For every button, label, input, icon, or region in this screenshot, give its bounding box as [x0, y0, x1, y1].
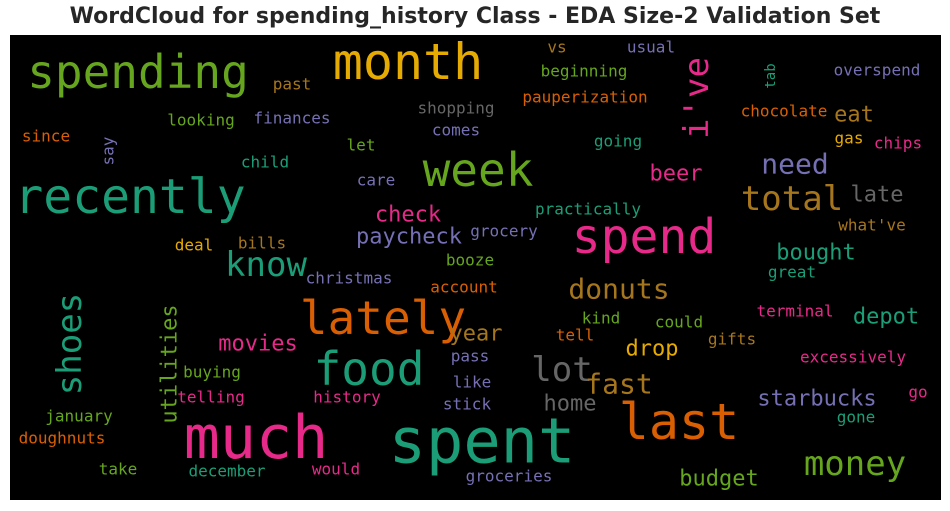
word-doughnuts: doughnuts: [19, 429, 106, 448]
word-lot: lot: [531, 350, 592, 390]
word-spending: spending: [27, 45, 249, 99]
word-drop: drop: [626, 337, 679, 362]
word-home: home: [544, 392, 597, 417]
word-total: total: [741, 179, 843, 219]
word-looking: looking: [167, 111, 234, 130]
word-finances: finances: [253, 109, 330, 128]
word-movies: movies: [218, 332, 297, 357]
word-would: would: [312, 460, 360, 479]
word-recently: recently: [14, 169, 245, 225]
chart-title: WordCloud for spending_history Class - E…: [69, 4, 881, 29]
word-could: could: [655, 313, 703, 332]
word-kind: kind: [582, 309, 621, 328]
word-donuts: donuts: [568, 273, 669, 306]
word-past: past: [273, 75, 312, 94]
word-pass: pass: [451, 347, 490, 366]
word-gifts: gifts: [708, 330, 756, 349]
word-spent: spent: [389, 405, 576, 478]
word-booze: booze: [446, 251, 494, 270]
word-account: account: [430, 278, 497, 297]
word-year: year: [450, 322, 503, 347]
word-telling: telling: [177, 388, 244, 407]
word-christmas: christmas: [306, 269, 393, 288]
word-much: much: [184, 403, 329, 473]
word-excessively: excessively: [800, 348, 906, 367]
word-week: week: [423, 143, 534, 197]
word-fast: fast: [585, 368, 652, 401]
word-budget: budget: [679, 467, 758, 492]
word-take: take: [99, 460, 138, 479]
word-paycheck: paycheck: [356, 225, 462, 250]
word-beginning: beginning: [541, 62, 628, 81]
wordcloud-svg: spending month usual vs beginning i've tab over…: [14, 35, 927, 492]
word-spend: spend: [572, 209, 717, 265]
word-tab: tab: [763, 63, 779, 88]
word-terminal: terminal: [756, 302, 833, 321]
word-deal: deal: [175, 236, 214, 255]
word-child: child: [241, 153, 289, 172]
word-lately: lately: [300, 291, 466, 345]
word-since: since: [22, 127, 70, 146]
word-stick: stick: [443, 395, 492, 414]
word-go: go: [908, 383, 927, 402]
word-bills: bills: [238, 234, 286, 253]
word-buying: buying: [183, 363, 241, 382]
word-i-ve: i've: [677, 57, 717, 139]
word-groceries: groceries: [466, 467, 553, 486]
word-overspend: overspend: [834, 61, 921, 80]
word-starbucks: starbucks: [757, 387, 876, 412]
word-say: say: [99, 136, 118, 165]
word-vs: vs: [547, 38, 566, 57]
word-last: last: [619, 393, 739, 451]
word-care: care: [357, 171, 396, 190]
word-month: month: [333, 35, 484, 91]
word-eat: eat: [834, 103, 874, 128]
word-utilities: utilities: [158, 304, 183, 423]
word-going: going: [594, 132, 642, 151]
word-gas: gas: [835, 129, 864, 148]
word-tell: tell: [556, 326, 595, 345]
word-pauperization: pauperization: [522, 88, 647, 107]
word-beer: beer: [650, 162, 703, 187]
word-shopping: shopping: [417, 99, 494, 118]
wordcloud-canvas: spending month usual vs beginning i've tab over…: [10, 35, 941, 500]
word-know: know: [225, 245, 307, 285]
word-chocolate: chocolate: [741, 102, 828, 121]
word-gone: gone: [837, 408, 876, 427]
word-history: history: [313, 388, 381, 407]
word-grocery: grocery: [470, 222, 538, 241]
word-money: money: [804, 444, 906, 484]
word-like: like: [453, 373, 492, 392]
word-great: great: [768, 263, 816, 282]
word-chips: chips: [874, 134, 922, 153]
word-january: january: [45, 407, 113, 426]
word-need: need: [761, 148, 828, 181]
word-depot: depot: [853, 305, 919, 330]
word-usual: usual: [627, 38, 675, 57]
word-let: let: [347, 136, 376, 155]
word-shoes: shoes: [50, 293, 90, 395]
word-food: food: [314, 342, 425, 396]
word-practically: practically: [535, 200, 641, 219]
word-comes: comes: [432, 121, 480, 140]
word-late: late: [851, 183, 904, 208]
word-bought: bought: [776, 241, 855, 266]
word-december: december: [188, 462, 265, 481]
word-check: check: [375, 203, 441, 228]
word-what-ve: what've: [838, 216, 905, 235]
